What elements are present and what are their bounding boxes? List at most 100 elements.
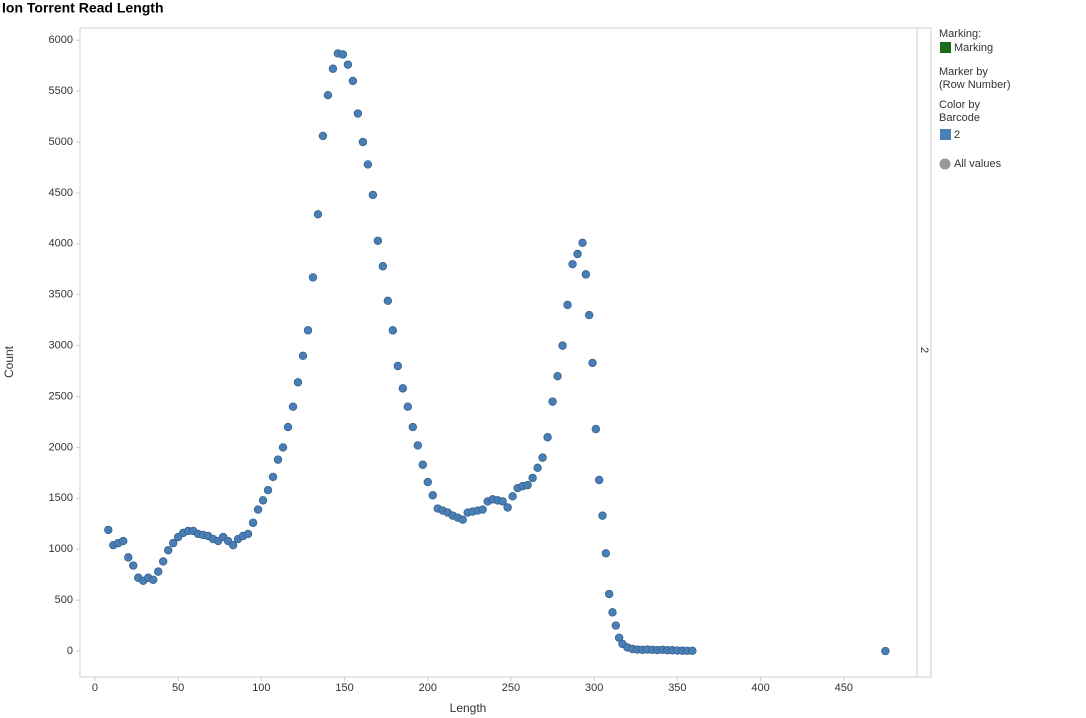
point bbox=[688, 646, 697, 656]
point bbox=[538, 453, 547, 462]
x-tick-label: 300 bbox=[585, 682, 603, 694]
facet-label: 2 bbox=[918, 347, 930, 353]
point bbox=[129, 561, 138, 570]
point bbox=[293, 378, 303, 387]
point bbox=[313, 210, 323, 219]
point bbox=[604, 589, 614, 599]
x-tick-label: 200 bbox=[419, 682, 437, 694]
point bbox=[413, 441, 422, 450]
point bbox=[363, 160, 373, 169]
point bbox=[403, 402, 413, 411]
y-tick-label: 1500 bbox=[49, 492, 73, 504]
point bbox=[458, 515, 467, 524]
point bbox=[353, 109, 363, 118]
plot-frame bbox=[79, 27, 918, 678]
x-tick-label: 400 bbox=[751, 682, 769, 694]
y-axis-label: Count bbox=[2, 345, 16, 378]
x-tick-label: 250 bbox=[502, 682, 520, 694]
point bbox=[323, 90, 333, 100]
point bbox=[303, 326, 313, 335]
point bbox=[598, 511, 607, 520]
point bbox=[578, 238, 587, 248]
point bbox=[548, 397, 557, 406]
point bbox=[498, 497, 507, 506]
point bbox=[119, 536, 128, 546]
point bbox=[508, 492, 517, 501]
point bbox=[263, 485, 273, 495]
point bbox=[343, 60, 353, 69]
point bbox=[563, 300, 572, 310]
point bbox=[358, 137, 368, 147]
point bbox=[383, 296, 393, 306]
x-tick-label: 100 bbox=[252, 682, 270, 694]
point bbox=[273, 455, 283, 464]
point bbox=[608, 608, 617, 617]
y-tick-label: 500 bbox=[55, 594, 73, 606]
point bbox=[124, 553, 133, 562]
point bbox=[611, 621, 621, 630]
point bbox=[328, 64, 338, 73]
point bbox=[591, 424, 601, 434]
point bbox=[418, 460, 427, 469]
legend-swatch bbox=[940, 129, 951, 140]
point bbox=[428, 491, 437, 500]
point bbox=[523, 480, 532, 490]
point bbox=[568, 259, 577, 269]
y-tick-label: 4500 bbox=[49, 187, 73, 199]
point bbox=[283, 422, 293, 432]
y-tick-label: 2000 bbox=[49, 441, 73, 453]
x-tick-label: 350 bbox=[668, 682, 686, 694]
point bbox=[533, 463, 542, 472]
y-tick-label: 4000 bbox=[49, 238, 73, 250]
point bbox=[168, 538, 178, 548]
point bbox=[308, 273, 318, 282]
y-tick-label: 5000 bbox=[49, 136, 73, 148]
point bbox=[553, 371, 562, 381]
y-tick-label: 1000 bbox=[49, 543, 73, 555]
point bbox=[588, 358, 597, 368]
point bbox=[163, 546, 173, 555]
point bbox=[423, 477, 432, 487]
legend-swatch bbox=[940, 42, 951, 53]
point bbox=[288, 402, 298, 411]
point bbox=[408, 422, 418, 432]
chart-title: Ion Torrent Read Length bbox=[2, 0, 164, 16]
y-tick-label: 3500 bbox=[49, 289, 73, 301]
y-tick-label: 6000 bbox=[49, 34, 73, 46]
point bbox=[318, 131, 328, 141]
legend-subtitle: Barcode bbox=[939, 112, 980, 124]
point bbox=[278, 443, 288, 452]
point bbox=[253, 505, 263, 514]
point bbox=[601, 549, 611, 558]
point bbox=[348, 76, 358, 86]
x-tick-label: 150 bbox=[335, 682, 353, 694]
point bbox=[268, 472, 278, 482]
y-tick-label: 2500 bbox=[49, 390, 73, 402]
point bbox=[558, 341, 567, 350]
point bbox=[528, 473, 537, 483]
point bbox=[373, 236, 383, 245]
point bbox=[368, 190, 378, 200]
legend-label: All values bbox=[954, 158, 1002, 170]
point bbox=[388, 326, 398, 335]
y-tick-label: 3000 bbox=[49, 340, 73, 352]
x-tick-label: 0 bbox=[92, 682, 98, 694]
point bbox=[248, 518, 258, 527]
point bbox=[159, 557, 168, 566]
point bbox=[393, 361, 403, 371]
legend-title: Color by bbox=[939, 99, 980, 111]
legend-marker bbox=[939, 158, 951, 170]
facet-header bbox=[916, 27, 932, 678]
point bbox=[338, 50, 348, 59]
point bbox=[298, 351, 308, 361]
point bbox=[104, 525, 113, 535]
legend-title: Marking: bbox=[939, 28, 981, 40]
point bbox=[154, 567, 163, 576]
x-tick-label: 50 bbox=[172, 682, 184, 694]
point bbox=[478, 505, 487, 514]
legend-title: Marker by bbox=[939, 66, 988, 78]
point bbox=[149, 575, 158, 584]
point bbox=[228, 540, 238, 550]
legend: Marking: Marking Marker by (Row Number) … bbox=[939, 28, 1011, 170]
legend-label: Marking bbox=[954, 42, 993, 54]
